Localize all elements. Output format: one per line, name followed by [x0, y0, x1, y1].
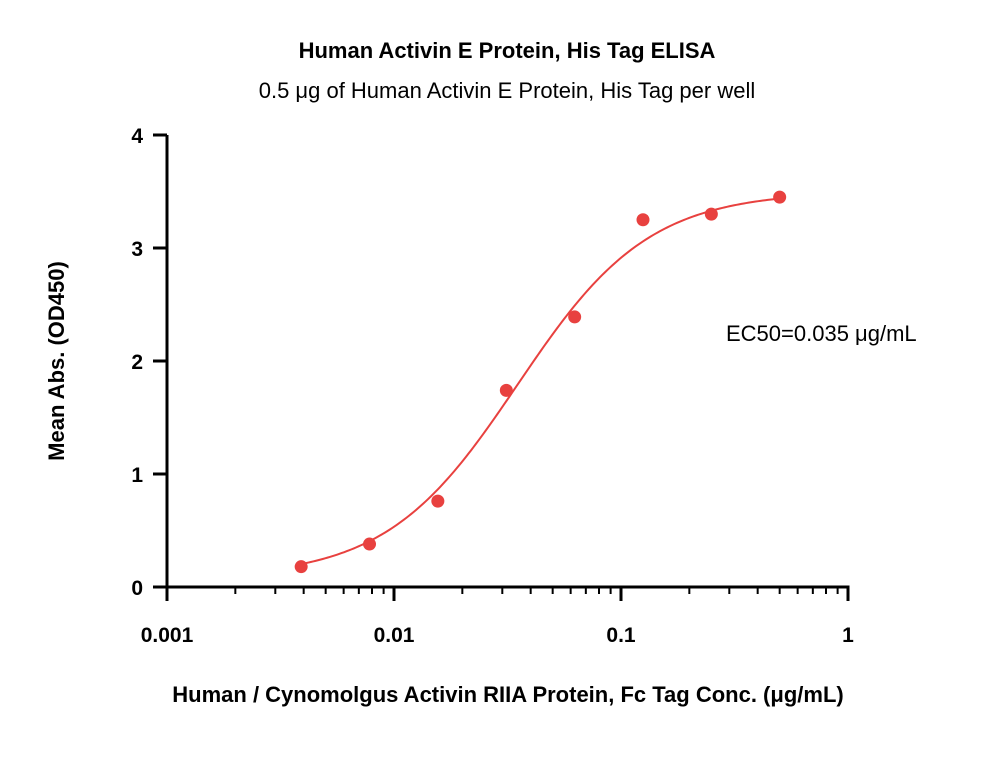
chart-subtitle: 0.5 μg of Human Activin E Protein, His T… [259, 78, 756, 103]
y-tick-label: 0 [131, 577, 143, 600]
x-tick-label: 0.1 [606, 624, 636, 647]
fit-curve [300, 197, 780, 566]
data-point [568, 310, 582, 324]
y-axis-label: Mean Abs. (OD450) [44, 261, 69, 461]
data-point [363, 537, 377, 551]
data-point [773, 190, 787, 204]
ec50-annotation: EC50=0.035 μg/mL [726, 321, 917, 346]
data-point [499, 383, 513, 397]
y-tick-label: 1 [131, 464, 143, 487]
data-points [294, 190, 787, 574]
y-tick-label: 2 [131, 351, 143, 374]
y-tick-label: 3 [131, 238, 143, 261]
chart-title: Human Activin E Protein, His Tag ELISA [299, 38, 716, 63]
x-axis-label: Human / Cynomolgus Activin RIIA Protein,… [172, 682, 843, 707]
y-tick-label: 4 [131, 125, 143, 148]
x-axis: 0.001 0.01 0.1 1 [141, 585, 854, 647]
data-point [636, 213, 650, 227]
data-point [431, 494, 445, 508]
fit-curve-group [300, 197, 780, 566]
x-tick-label: 0.001 [141, 624, 194, 647]
x-tick-label: 1 [842, 624, 854, 647]
data-point [294, 560, 308, 574]
data-point [704, 207, 718, 221]
y-axis: 0 1 2 3 4 [131, 125, 169, 600]
x-tick-label: 0.01 [374, 624, 415, 647]
